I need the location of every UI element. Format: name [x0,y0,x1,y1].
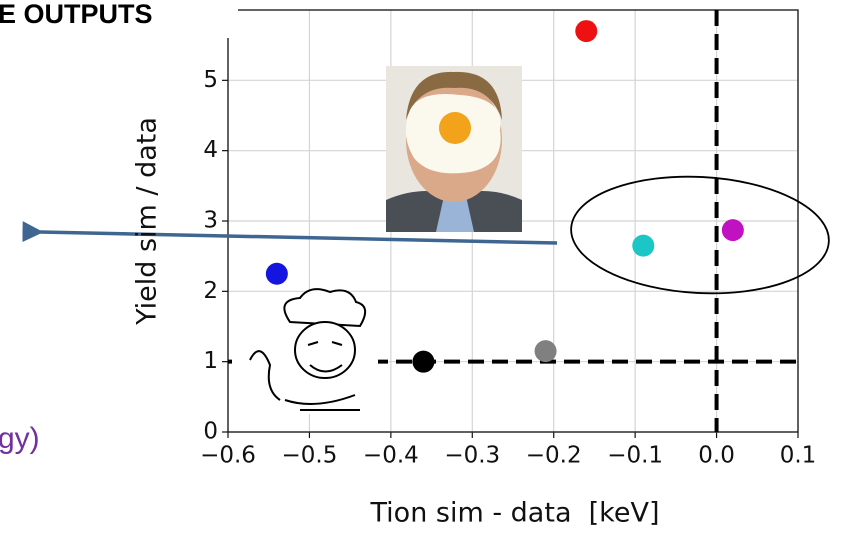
chef-face [295,322,355,378]
slide: −0.6 −0.5 −0.4 −0.3 −0.2 −0.1 0.0 0.1 0 1 2 3 4 5 E OU… [0,0,841,535]
y-tick-label: 0 [203,419,218,445]
x-axis-label: Tion sim - data [keV] [370,498,660,529]
slide-title-fragment: E OUTPUTS [0,0,153,29]
chef-drawing [232,289,378,414]
y-tick-label: 3 [203,208,218,234]
point [722,219,744,241]
y-tick-label: 2 [203,278,218,304]
x-tick-label: −0.4 [363,443,419,469]
yolk [439,112,471,144]
x-tick-label: −0.6 [200,443,256,469]
y-tick-label: 4 [203,137,218,163]
x-tick-label: 0.1 [780,443,817,469]
point [632,235,654,257]
point [266,263,288,285]
y-axis-label: Yield sim / data [132,117,163,326]
point [535,340,557,362]
x-tick-label: −0.5 [281,443,337,469]
point [575,20,597,42]
x-tick-label: −0.2 [526,443,582,469]
y-tick-label: 5 [203,67,218,93]
arrow [40,232,557,243]
x-tick-label: 0.0 [698,443,735,469]
x-tick-label: −0.1 [607,443,663,469]
page: {"chart_data": {"type": "scatter", "anno… [0,0,841,535]
point [412,351,434,373]
egg-face-photo [386,66,522,232]
y-tick-label: 1 [203,348,218,374]
text-fragment: gy) [0,422,40,455]
x-tick-label: −0.3 [444,443,500,469]
highlight-ellipse [568,170,832,299]
